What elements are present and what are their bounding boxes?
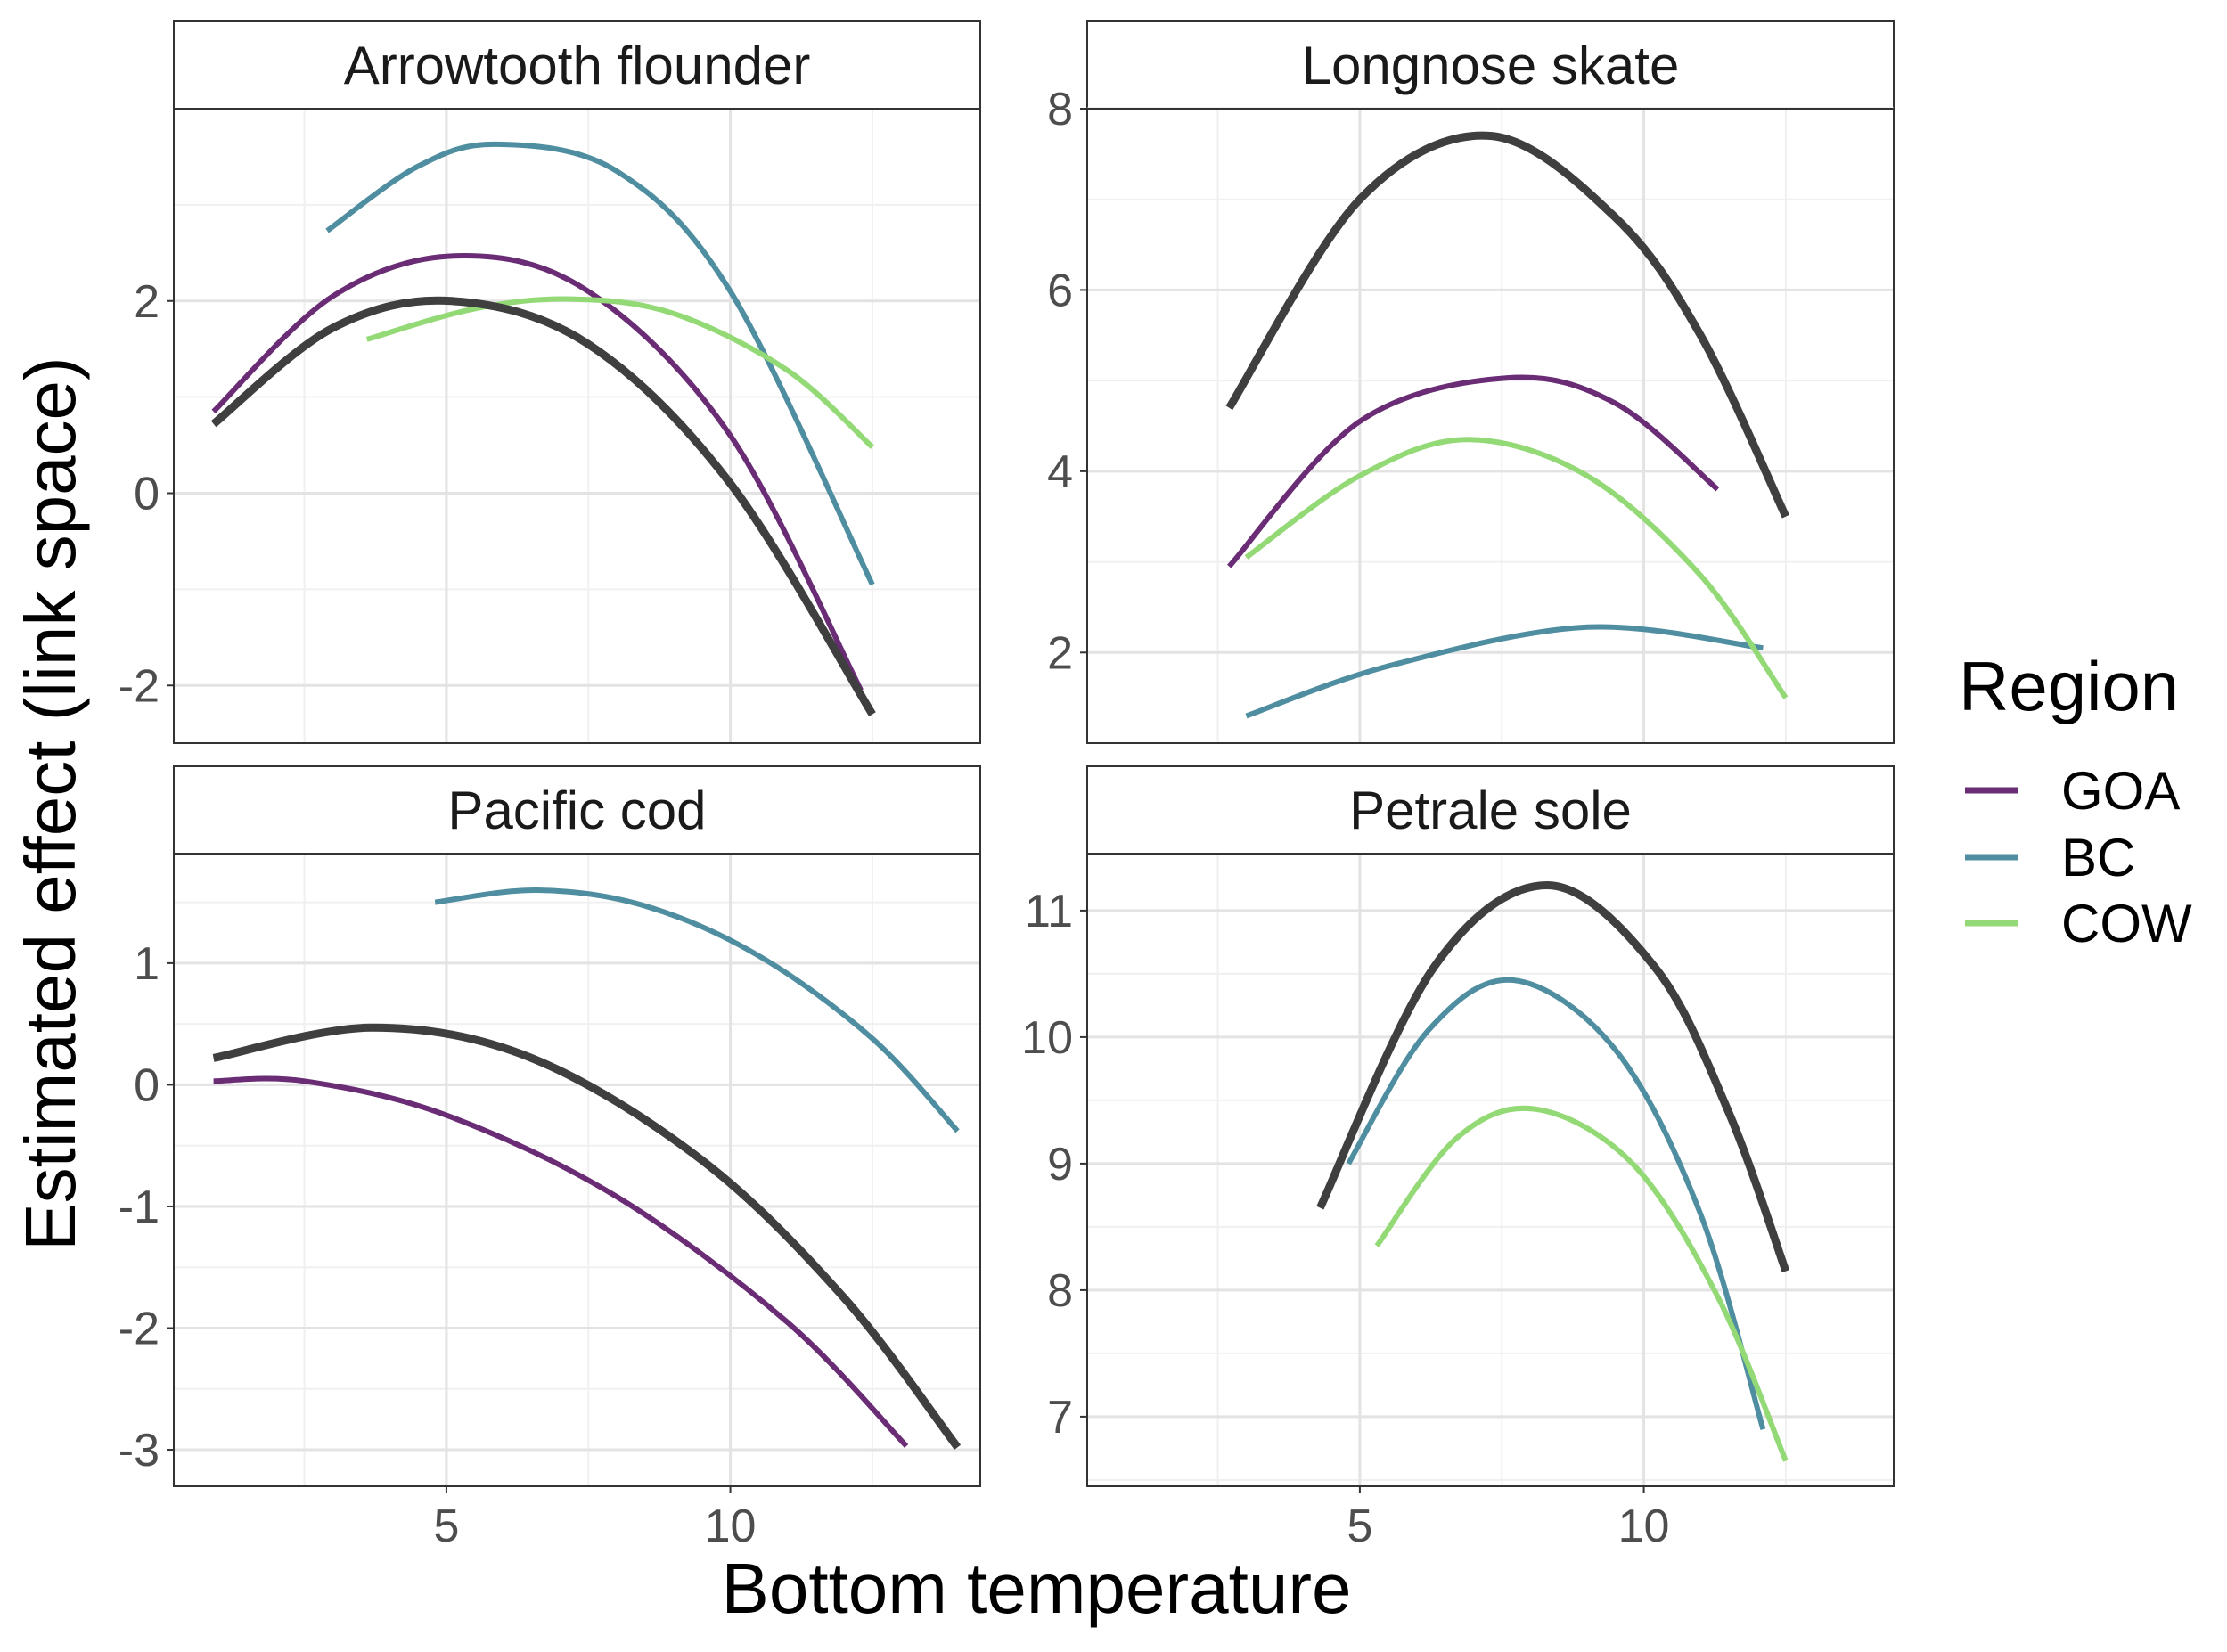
series-line-bc — [1346, 977, 1766, 1430]
y-tick-label: 0 — [134, 1059, 160, 1111]
panel-title: Pacific cod — [447, 781, 706, 840]
panel-title: Petrale sole — [1349, 781, 1632, 840]
series-line-overall — [1316, 881, 1790, 1273]
plot-area — [1087, 109, 1894, 743]
panel-border — [1086, 108, 1895, 744]
strip-box — [1086, 765, 1895, 855]
legend: Region GOA BC COW — [1959, 647, 2192, 953]
x-axis-layer: 5 10 5 10 — [433, 1486, 1669, 1552]
y-tick-label: -2 — [119, 660, 160, 712]
series-line-bc — [434, 887, 960, 1133]
series-line-overall — [210, 296, 876, 716]
y-tick-label: 4 — [1047, 446, 1073, 498]
series-line-cow — [365, 296, 874, 449]
series-line-goa — [211, 253, 864, 692]
x-tick-label: 5 — [433, 1501, 459, 1552]
series-line-goa — [1227, 374, 1720, 568]
x-tick-label: 5 — [1347, 1501, 1372, 1552]
series-line-goa — [213, 1075, 909, 1448]
panel-arrowtooth-flounder: Arrowtooth flounder -2 0 2 — [119, 20, 981, 744]
y-tick-label: 1 — [134, 938, 160, 990]
gridlines — [174, 854, 980, 1486]
series-line-overall — [1225, 131, 1789, 519]
y-tick-label: 11 — [1025, 886, 1073, 937]
panels-layer: Arrowtooth flounder -2 0 2 Longnose skate 2 4 6… — [119, 20, 1895, 1487]
y-tick-label: 2 — [1047, 627, 1073, 679]
y-tick-label: 6 — [1047, 265, 1073, 316]
y-tick-label: -3 — [119, 1425, 160, 1476]
plot-area — [174, 109, 980, 743]
plot-area — [1087, 854, 1894, 1486]
y-tick-label: -1 — [119, 1182, 160, 1233]
panel-title: Arrowtooth flounder — [344, 36, 811, 95]
x-axis-title: Bottom temperature — [722, 1549, 1352, 1628]
strip-box — [173, 20, 981, 110]
panel-border — [173, 853, 981, 1487]
y-tick-label: 2 — [134, 276, 160, 328]
y-tick-label: 8 — [1047, 84, 1073, 135]
panel-title: Longnose skate — [1302, 36, 1680, 95]
legend-entries: GOA BC COW — [1965, 761, 2192, 953]
panel-petrale-sole: Petrale sole 7 8 9 10 11 — [1021, 765, 1895, 1487]
panel-border — [173, 108, 981, 744]
series-line-cow — [1244, 437, 1789, 699]
y-axis-title: Estimated effect (link space) — [11, 356, 90, 1250]
strip-box — [173, 765, 981, 855]
legend-label-bc: BC — [2061, 828, 2135, 887]
series-line-bc — [1245, 624, 1764, 719]
y-tick-label: -2 — [119, 1304, 160, 1355]
strip-box — [1086, 20, 1895, 110]
y-tick-label: 9 — [1047, 1139, 1073, 1190]
panel-pacific-cod: Pacific cod -3 -2 -1 0 1 — [119, 765, 981, 1487]
legend-title: Region — [1959, 647, 2179, 725]
legend-label-cow: COW — [2061, 894, 2192, 953]
panel-border — [1086, 853, 1895, 1487]
y-tick-label: 7 — [1047, 1392, 1073, 1443]
series-line-overall — [212, 1023, 962, 1451]
y-tick-label: 0 — [134, 469, 160, 520]
series-line-cow — [1374, 1105, 1789, 1462]
panel-longnose-skate: Longnose skate 2 4 6 8 — [1047, 20, 1895, 744]
x-tick-label: 10 — [705, 1501, 757, 1552]
y-tick-label: 8 — [1047, 1265, 1073, 1317]
y-tick-label: 10 — [1021, 1012, 1073, 1064]
series-line-bc — [325, 141, 875, 586]
legend-label-goa: GOA — [2061, 761, 2180, 821]
x-tick-label: 10 — [1618, 1501, 1670, 1552]
